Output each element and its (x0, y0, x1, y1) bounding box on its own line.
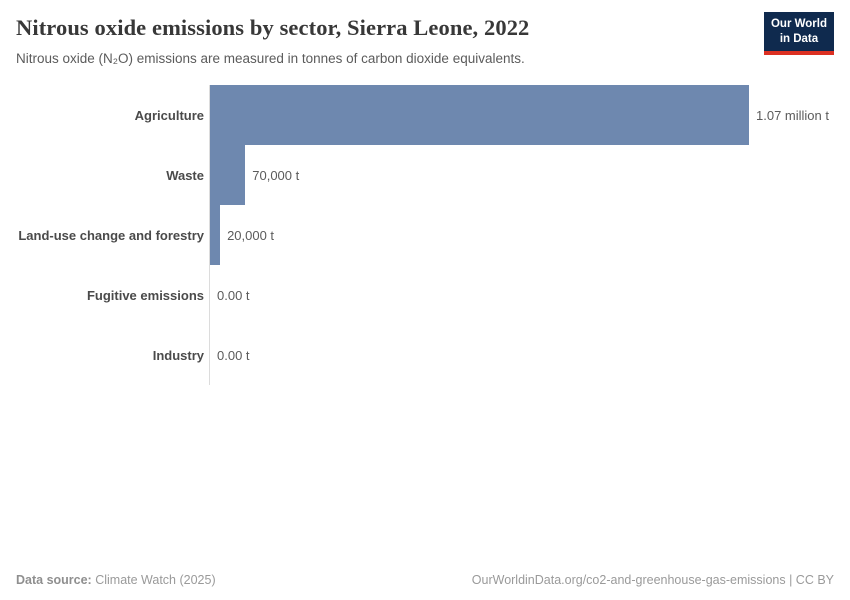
owid-logo-line1: Our World (770, 18, 827, 30)
data-source-label: Data source: (16, 573, 92, 587)
chart-row: Industry 0.00 t (16, 325, 834, 385)
bar[interactable] (210, 145, 246, 205)
chart-header: Nitrous oxide emissions by sector, Sierr… (16, 14, 750, 68)
page-title: Nitrous oxide emissions by sector, Sierr… (16, 15, 530, 40)
row-plot: 20,000 t (209, 205, 834, 265)
attribution-link[interactable]: OurWorldinData.org/co2-and-greenhouse-ga… (471, 573, 834, 587)
category-label: Industry (152, 347, 204, 363)
bar-value-label: 70,000 t (252, 167, 300, 183)
category-label: Fugitive emissions (86, 287, 204, 303)
chart-row: Agriculture 1.07 million t (16, 85, 834, 145)
page-subtitle: Nitrous oxide (N₂O) emissions are measur… (16, 51, 525, 66)
data-source: Data source: Climate Watch (2025) (16, 573, 216, 587)
row-plot: 70,000 t (209, 145, 834, 205)
chart-row: Fugitive emissions 0.00 t (16, 265, 834, 325)
chart-rows: Agriculture 1.07 million t Waste 70,000 … (16, 85, 834, 385)
bar-value-label: 20,000 t (227, 227, 275, 243)
owid-logo-line2: in Data (779, 32, 819, 45)
category-label: Waste (166, 167, 204, 183)
category-label: Land-use change and forestry (18, 227, 204, 243)
bar-chart: Agriculture 1.07 million t Waste 70,000 … (16, 85, 834, 553)
row-plot: 1.07 million t (209, 85, 834, 145)
bar-value-label: 0.00 t (217, 347, 250, 363)
bar-value-label: 1.07 million t (756, 107, 829, 123)
category-label: Agriculture (134, 107, 204, 123)
bar[interactable] (210, 205, 221, 265)
bar-value-label: 0.00 t (217, 287, 250, 303)
owid-logo[interactable]: Our World in Data (763, 12, 834, 55)
chart-row: Land-use change and forestry 20,000 t (16, 205, 834, 265)
row-plot: 0.00 t (209, 265, 834, 325)
chart-footer: Data source: Climate Watch (2025) OurWor… (16, 573, 834, 587)
data-source-value: Climate Watch (2025) (91, 573, 216, 587)
chart-row: Waste 70,000 t (16, 145, 834, 205)
row-plot: 0.00 t (209, 325, 834, 385)
bar[interactable] (210, 85, 749, 145)
